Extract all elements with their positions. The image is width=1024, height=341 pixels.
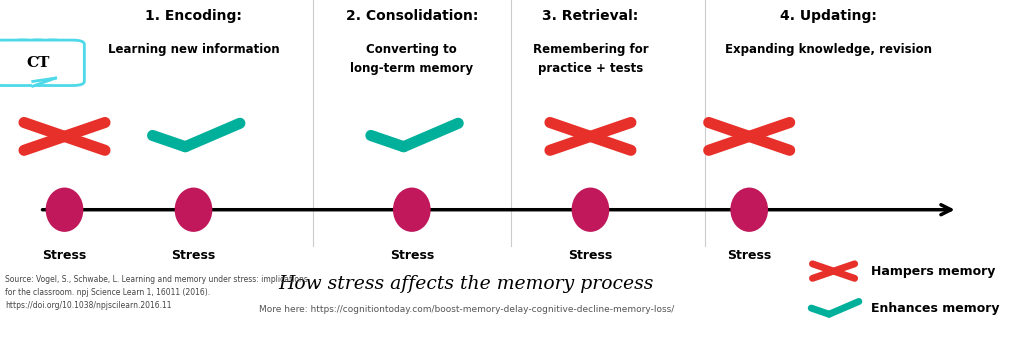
Ellipse shape xyxy=(393,188,431,232)
Ellipse shape xyxy=(730,188,768,232)
Circle shape xyxy=(5,40,41,52)
Text: 4. Updating:: 4. Updating: xyxy=(780,9,877,23)
Circle shape xyxy=(35,40,71,52)
Text: 3. Retrieval:: 3. Retrieval: xyxy=(543,9,639,23)
Text: Learning new information: Learning new information xyxy=(108,43,280,56)
Text: Stress: Stress xyxy=(727,249,771,262)
Ellipse shape xyxy=(175,188,212,232)
Text: Expanding knowledge, revision: Expanding knowledge, revision xyxy=(725,43,932,56)
Text: Enhances memory: Enhances memory xyxy=(871,302,999,315)
Ellipse shape xyxy=(571,188,609,232)
FancyBboxPatch shape xyxy=(6,47,69,59)
Text: More here: https://cognitiontoday.com/boost-memory-delay-cognitive-decline-memor: More here: https://cognitiontoday.com/bo… xyxy=(259,305,674,314)
Text: CT: CT xyxy=(26,56,49,70)
FancyBboxPatch shape xyxy=(0,40,84,86)
Text: How stress affects the memory process: How stress affects the memory process xyxy=(279,275,654,293)
Text: 1. Encoding:: 1. Encoding: xyxy=(145,9,242,23)
Polygon shape xyxy=(33,78,55,86)
Text: Hampers memory: Hampers memory xyxy=(871,265,995,278)
Text: Source: Vogel, S., Schwabe, L. Learning and memory under stress: implications
fo: Source: Vogel, S., Schwabe, L. Learning … xyxy=(5,275,308,310)
Text: Stress: Stress xyxy=(42,249,87,262)
Text: Stress: Stress xyxy=(390,249,434,262)
Text: Stress: Stress xyxy=(568,249,612,262)
Ellipse shape xyxy=(46,188,83,232)
Text: Remembering for
practice + tests: Remembering for practice + tests xyxy=(532,43,648,75)
Text: Stress: Stress xyxy=(171,249,216,262)
Circle shape xyxy=(19,40,55,52)
Text: Converting to
long-term memory: Converting to long-term memory xyxy=(350,43,473,75)
Text: 2. Consolidation:: 2. Consolidation: xyxy=(346,9,478,23)
